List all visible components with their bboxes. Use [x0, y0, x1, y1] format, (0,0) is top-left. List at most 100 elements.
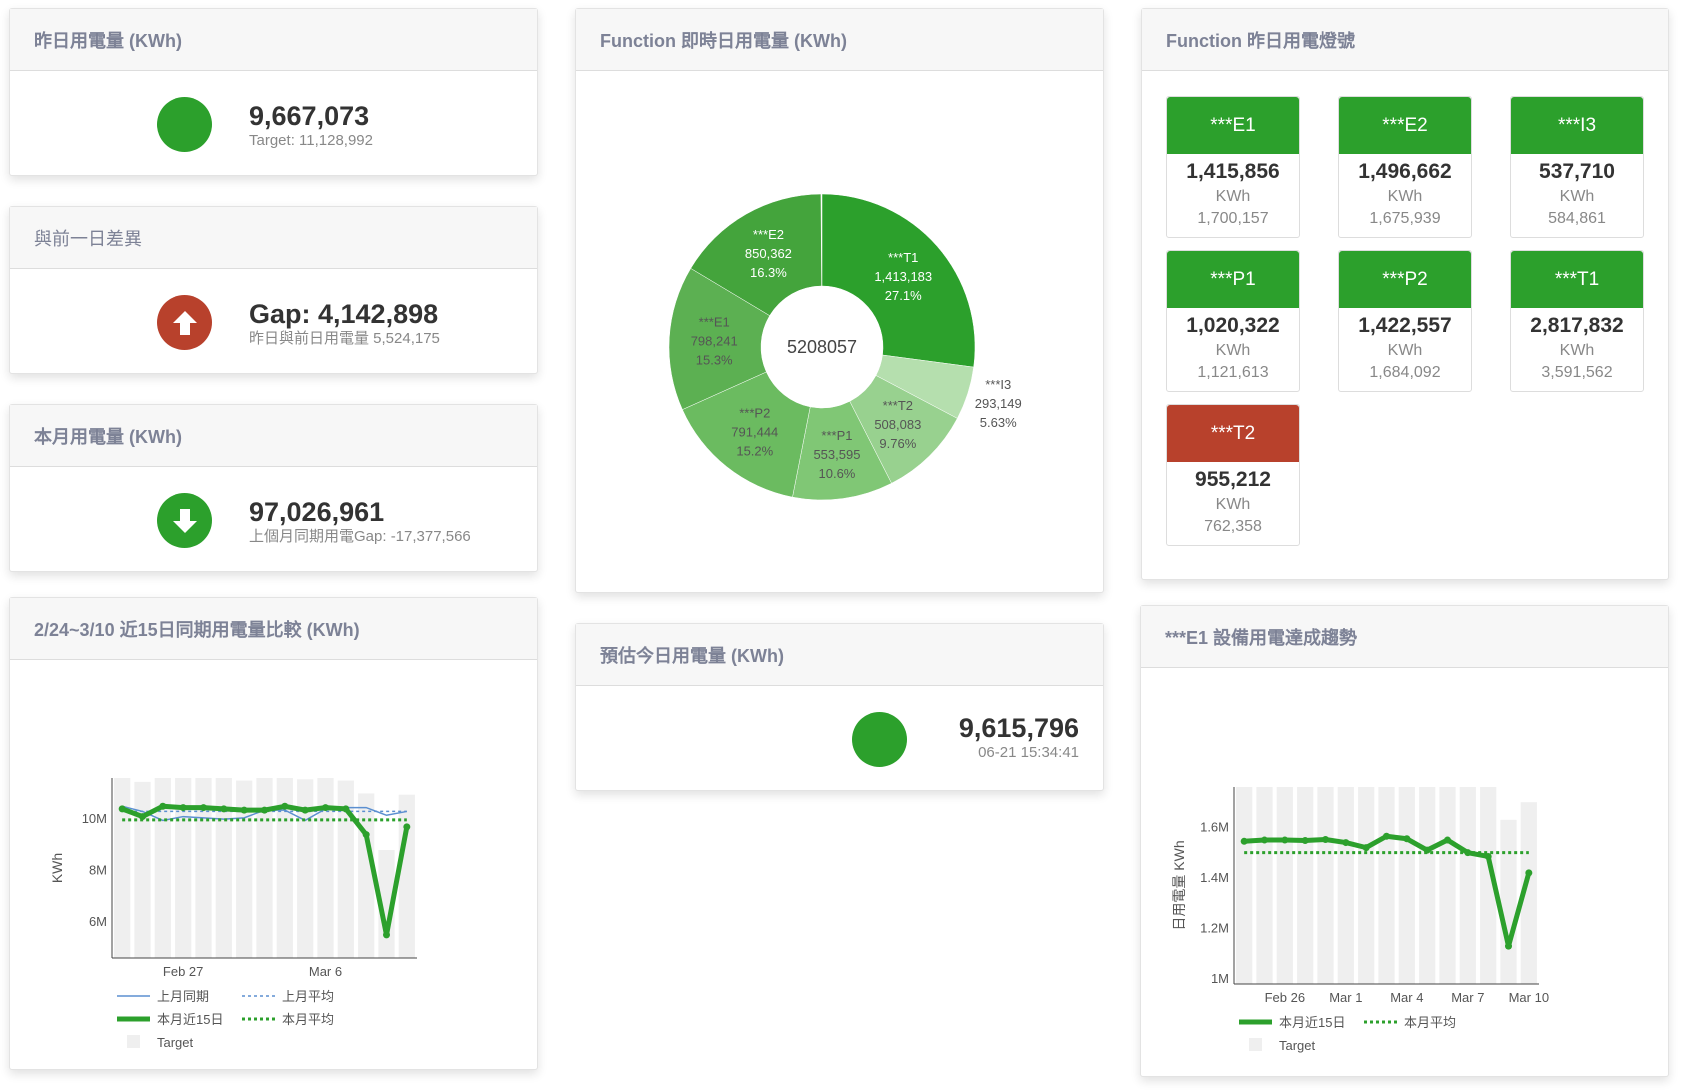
light-tile[interactable]: ***T1 2,817,832 KWh 3,591,562 [1510, 250, 1644, 392]
tile-name: ***E2 [1339, 97, 1471, 154]
slice-label: ***E1 [699, 315, 730, 330]
kpi-value: 97,026,961 [249, 496, 385, 527]
month-card: 本月用電量 (KWh) 97,026,961 上個月同期用電Gap: -17,37… [9, 404, 538, 572]
data-point [200, 804, 207, 812]
y-axis-label: 日用電量 KWh [1171, 840, 1187, 930]
arrow-up-icon [157, 295, 212, 350]
data-point [322, 804, 329, 812]
light-tile[interactable]: ***E1 1,415,856 KWh 1,700,157 [1166, 96, 1300, 238]
donut-slice [690, 193, 822, 316]
tile-target: 1,700,157 [1197, 210, 1269, 227]
arrow-down-icon [157, 493, 212, 548]
y-axis-label: KWh [49, 853, 65, 883]
card-title: Function 昨日用電燈號 [1142, 9, 1668, 71]
tile-unit: KWh [1215, 496, 1251, 513]
tile-target: 3,591,562 [1541, 364, 1613, 381]
data-point [1505, 942, 1512, 950]
tile-name: ***P2 [1339, 251, 1471, 308]
donut-slice [668, 268, 771, 410]
slice-label: ***T2 [883, 398, 913, 413]
kpi-value: 9,615,796 [958, 713, 1079, 743]
tile-target: 1,121,613 [1197, 364, 1269, 381]
data-point [1525, 869, 1533, 877]
kpi-sub: 昨日與前日用電量 5,524,175 [249, 329, 440, 347]
target-bar [1317, 787, 1334, 984]
data-point [139, 813, 146, 821]
yesterday-card: 昨日用電量 (KWh) 9,667,073 Target: 11,128,992 [9, 8, 538, 176]
light-tile[interactable]: ***I3 537,710 KWh 584,861 [1510, 96, 1644, 238]
slice-label: ***E2 [753, 227, 784, 242]
donut-slice [821, 193, 976, 368]
tile-unit: KWh [1215, 188, 1251, 205]
tile-value: 2,817,832 [1530, 314, 1624, 337]
tile-unit: KWh [1559, 342, 1595, 359]
target-bar [154, 778, 171, 958]
slice-label: 791,444 [731, 425, 778, 440]
data-point [1444, 836, 1451, 844]
data-point [220, 805, 228, 813]
data-point [342, 805, 350, 813]
card-title: 預估今日用電量 (KWh) [576, 624, 1103, 686]
card-title: 本月用電量 (KWh) [10, 405, 537, 467]
data-point [240, 806, 248, 814]
x-tick-label: Feb 27 [163, 964, 203, 979]
x-tick-label: Mar 10 [1509, 990, 1549, 1005]
target-bar [1500, 819, 1517, 984]
donut-slice [682, 371, 811, 498]
x-tick-label: Mar 7 [1451, 990, 1484, 1005]
light-tile[interactable]: ***P1 1,020,322 KWh 1,121,613 [1166, 250, 1300, 392]
legend-label: Target [157, 1035, 194, 1050]
data-point [118, 805, 126, 813]
legend-label: 本月近15日 [157, 1012, 223, 1027]
legend-label: 上月同期 [157, 989, 209, 1004]
slice-label: 1,413,183 [874, 269, 932, 284]
target-bar [1276, 787, 1293, 984]
tile-value: 537,710 [1539, 160, 1615, 183]
data-point [403, 823, 411, 831]
tile-value: 1,415,856 [1186, 160, 1280, 183]
tile-name: ***T2 [1167, 405, 1299, 462]
slice-label: 27.1% [885, 288, 922, 303]
legend-swatch [127, 1035, 140, 1048]
slice-label: 508,083 [874, 417, 921, 432]
light-tile[interactable]: ***E2 1,496,662 KWh 1,675,939 [1338, 96, 1472, 238]
slice-label: 798,241 [691, 334, 738, 349]
tile-target: 762,358 [1204, 518, 1262, 535]
data-point [1261, 836, 1268, 844]
y-tick-label: 1.4M [1200, 870, 1229, 885]
legend-label: 本月平均 [1404, 1015, 1456, 1030]
slice-label: 16.3% [750, 265, 787, 280]
target-bar [1236, 787, 1253, 984]
data-point [301, 806, 309, 814]
estimate-card: 預估今日用電量 (KWh) 9,615,796 06-21 15:34:41 [575, 623, 1104, 791]
slice-label: 293,149 [975, 396, 1022, 411]
slice-label: 5.63% [980, 415, 1017, 430]
target-bar [1358, 787, 1375, 984]
y-tick-label: 10M [82, 811, 107, 826]
light-tile[interactable]: ***T2 955,212 KWh 762,358 [1166, 404, 1300, 546]
tile-unit: KWh [1215, 342, 1251, 359]
card-title: 昨日用電量 (KWh) [10, 9, 537, 71]
donut-center-total: 5208057 [787, 337, 857, 357]
compare-chart-card: 2/24~3/10 近15日同期用電量比較 (KWh) 6M 8M 10M Feb 2… [9, 597, 538, 1070]
kpi-sub: 上個月同期用電Gap: -17,377,566 [249, 527, 471, 545]
legend-label: 上月平均 [282, 989, 334, 1004]
target-bar [1439, 787, 1456, 984]
data-point [1362, 844, 1370, 852]
status-light-icon [157, 97, 212, 152]
slice-label: ***I3 [985, 377, 1011, 392]
data-point [1301, 837, 1309, 845]
tile-name: ***I3 [1511, 97, 1643, 154]
kpi-sub: 06-21 15:34:41 [978, 744, 1079, 761]
slice-label: ***P1 [821, 428, 852, 443]
slice-label: 10.6% [819, 466, 856, 481]
tile-value: 955,212 [1195, 468, 1271, 491]
target-bar [134, 781, 151, 958]
tile-target: 1,675,939 [1369, 210, 1441, 227]
slice-label: 15.2% [736, 444, 773, 459]
slice-label: 850,362 [745, 246, 792, 261]
light-tile[interactable]: ***P2 1,422,557 KWh 1,684,092 [1338, 250, 1472, 392]
slice-label: ***T1 [888, 250, 918, 265]
target-bar [195, 778, 212, 958]
status-light-icon [852, 712, 907, 767]
